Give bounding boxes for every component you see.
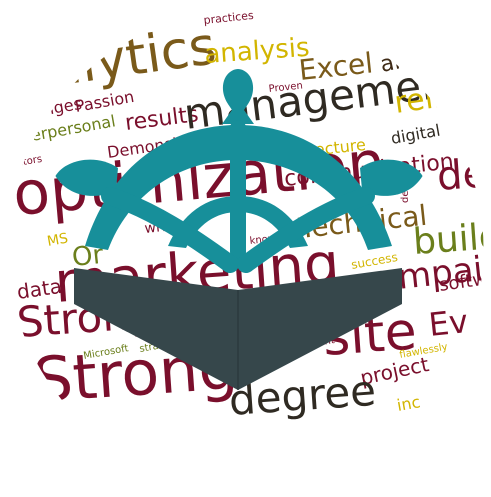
- word-cloud-word: Proven: [268, 80, 303, 95]
- ship-wheel-icon: [55, 69, 423, 273]
- word-cloud-word: build: [412, 216, 491, 263]
- word-cloud-word: Ev: [427, 302, 470, 344]
- word-cloud-word: MS: [46, 231, 70, 250]
- word-cloud-word: inc: [395, 392, 421, 415]
- word-cloud-word: analysis: [203, 33, 310, 70]
- word-cloud-word: Excel: [297, 46, 374, 87]
- word-cloud-word: practices: [203, 9, 255, 27]
- open-book-icon: [74, 268, 402, 390]
